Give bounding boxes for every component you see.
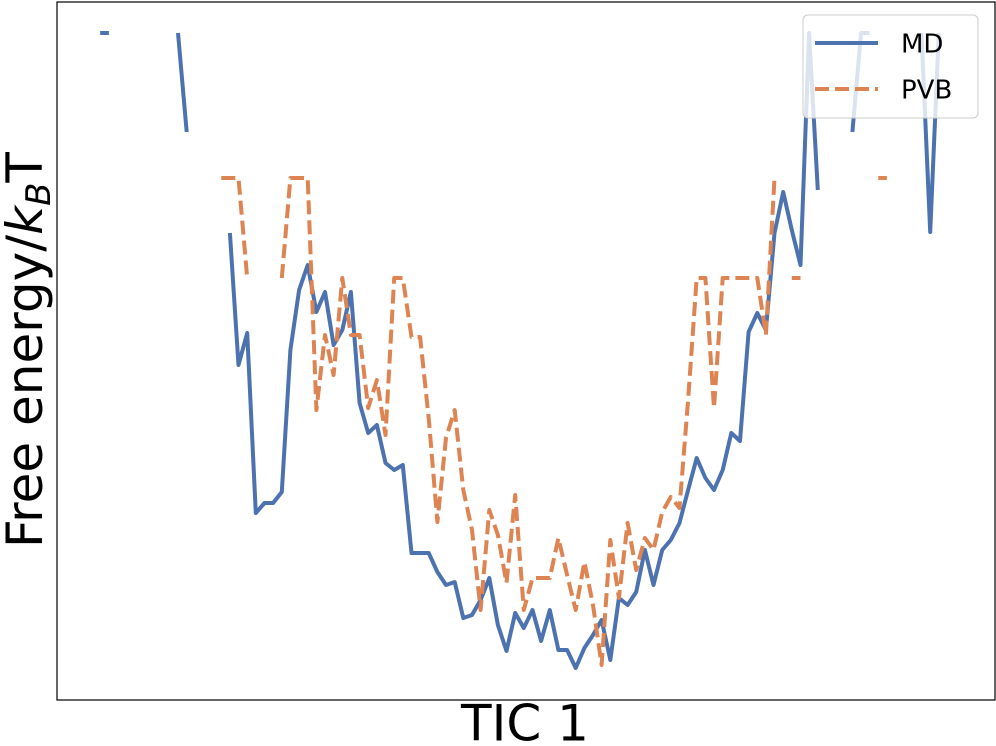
plot-frame [56, 1, 996, 701]
series-line [100, 31, 941, 670]
legend: MD PVB [802, 14, 979, 119]
x-axis-label: TIC 1 [460, 695, 589, 746]
series-line [221, 176, 887, 667]
y-label-part: Free energy/ [0, 235, 54, 548]
y-label-part: B [19, 183, 59, 206]
legend-box [802, 14, 979, 119]
legend-label: MD [901, 30, 943, 60]
y-label-part: k [0, 204, 54, 235]
y-label-part: T [0, 152, 54, 184]
y-axis-label: Free energy/kBT [0, 152, 59, 548]
legend-label: PVB [901, 76, 952, 106]
